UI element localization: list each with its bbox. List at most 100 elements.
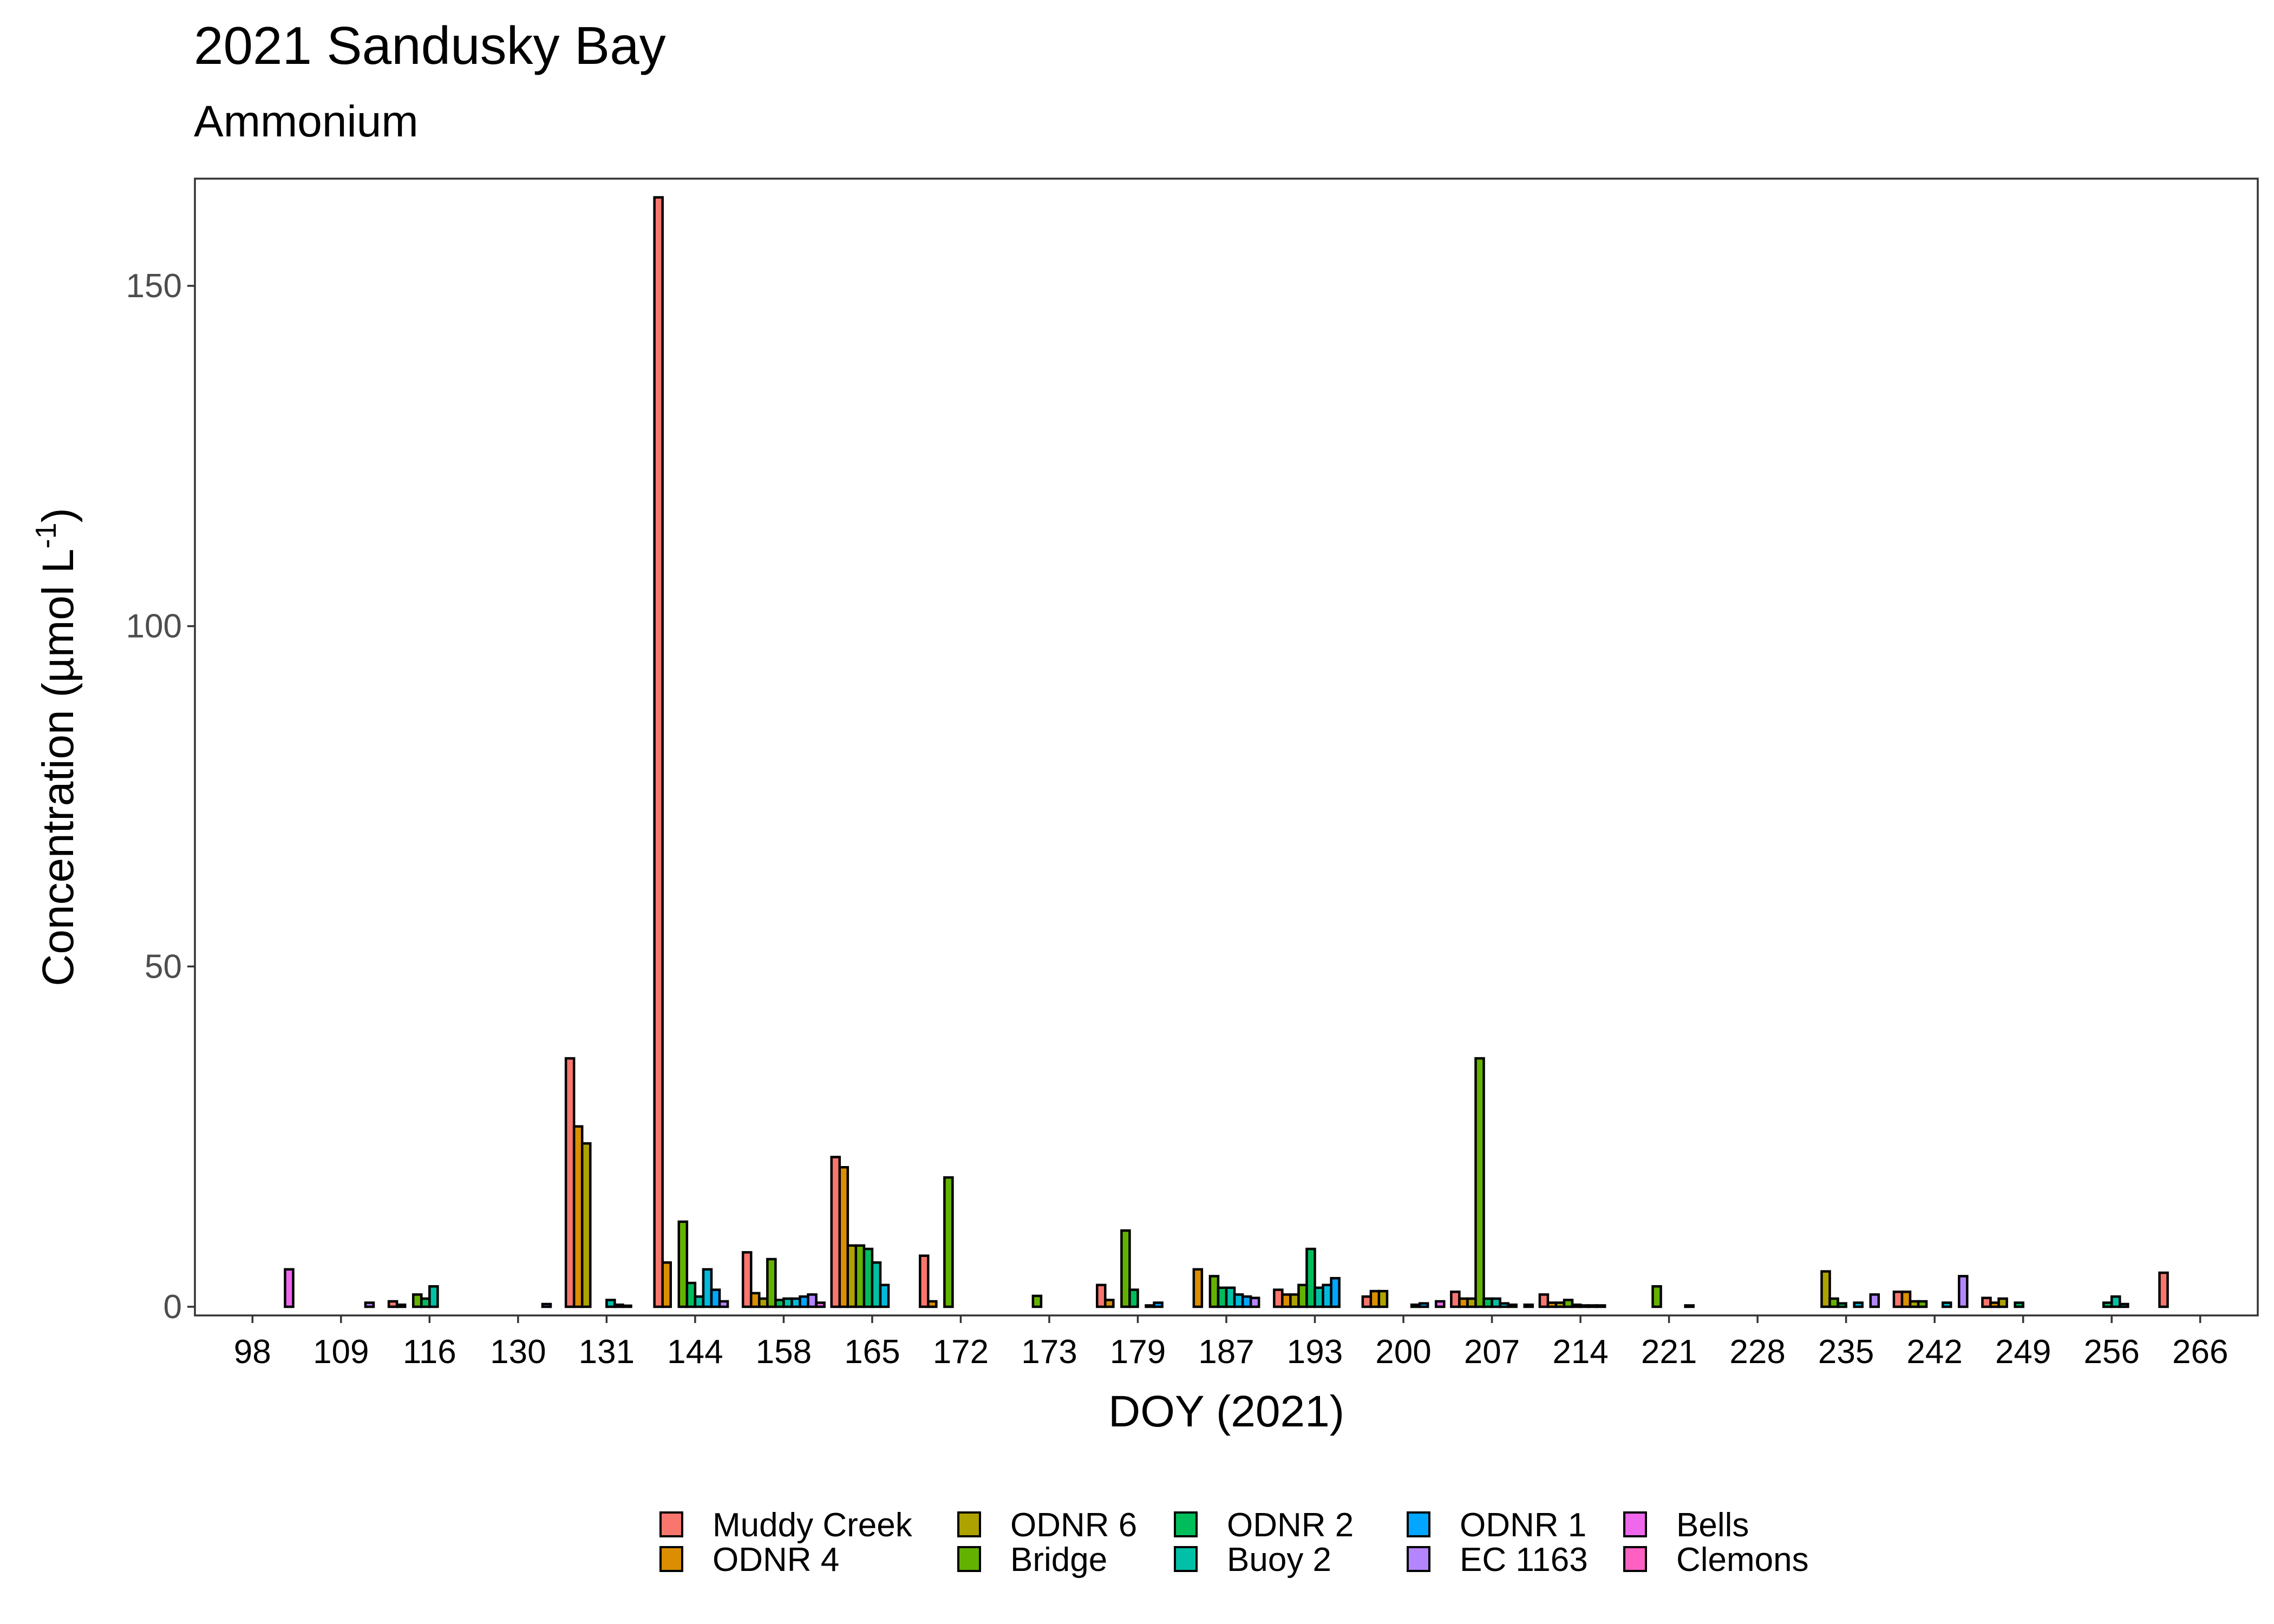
x-tick-label: 165 [844, 1333, 900, 1371]
legend-label: ODNR 1 [1460, 1507, 1586, 1544]
bar [2102, 1301, 2113, 1308]
bar [1031, 1294, 1043, 1308]
x-tick-label: 116 [403, 1333, 456, 1371]
bar [1217, 1286, 1228, 1308]
bar [1273, 1288, 1284, 1308]
x-tick-label: 249 [1995, 1333, 2051, 1371]
bar [807, 1293, 818, 1308]
bar [1828, 1297, 1839, 1308]
x-tick-label: 172 [933, 1333, 989, 1371]
plot-panel [194, 178, 2259, 1317]
bar [1192, 1268, 1204, 1308]
bar [1958, 1275, 1969, 1308]
bar [1128, 1288, 1139, 1308]
bar [1900, 1291, 1912, 1308]
bar [1571, 1303, 1582, 1308]
bar [2014, 1301, 2024, 1308]
bar [1361, 1295, 1373, 1308]
bar [871, 1261, 882, 1308]
x-axis-title: DOY (2021) [1108, 1387, 1344, 1436]
x-tick-label: 214 [1552, 1333, 1608, 1371]
x-tick-label: 130 [490, 1333, 546, 1371]
bar [749, 1292, 761, 1308]
bar [790, 1297, 801, 1308]
legend-label: ODNR 4 [713, 1541, 839, 1579]
bar [1507, 1303, 1518, 1308]
bar [1538, 1293, 1550, 1308]
legend-key [1407, 1546, 1430, 1572]
bar [1997, 1297, 2008, 1308]
bar [2118, 1302, 2129, 1308]
bar [2158, 1271, 2169, 1308]
bar [1225, 1286, 1236, 1308]
bar [1917, 1300, 1928, 1308]
x-tick-label: 173 [1021, 1333, 1077, 1371]
bar-group [284, 196, 2169, 1308]
x-tick-label: 200 [1375, 1333, 1431, 1371]
chart-subtitle: Ammonium [194, 97, 419, 146]
bar [815, 1301, 826, 1308]
legend-key [957, 1511, 981, 1537]
bar [1289, 1293, 1300, 1308]
legend-key [1174, 1511, 1198, 1537]
chart-title: 2021 Sandusky Bay [194, 16, 666, 75]
y-axis-title-close: ) [34, 508, 83, 522]
x-tick-label: 221 [1641, 1333, 1697, 1371]
bar [284, 1268, 295, 1308]
x-tick-label: 158 [756, 1333, 812, 1371]
y-tick-label: 0 [164, 1288, 182, 1326]
bar [1491, 1297, 1501, 1308]
bar [1595, 1304, 1606, 1308]
bar [1410, 1303, 1421, 1308]
y-tick-label: 50 [145, 948, 182, 985]
bar [387, 1300, 398, 1308]
bar [685, 1281, 697, 1308]
y-tick-label: 150 [126, 267, 182, 305]
y-axis: 0 50 100 150 [126, 267, 195, 1326]
bar [1314, 1286, 1324, 1308]
bar [1330, 1276, 1341, 1308]
bar [918, 1254, 930, 1308]
bar [1208, 1275, 1220, 1308]
x-axis: 98 109 116 130 131 144 158 165 172 173 179 187 193 20… [234, 1315, 2228, 1371]
bar [1892, 1291, 1904, 1308]
bar [1418, 1302, 1429, 1308]
legend-key [1407, 1511, 1430, 1537]
bar [1820, 1270, 1831, 1308]
bar [710, 1288, 721, 1308]
bar [1145, 1304, 1155, 1308]
bar [1909, 1300, 1920, 1308]
bar [613, 1303, 624, 1308]
bar [1104, 1299, 1115, 1308]
bar [1837, 1302, 1847, 1308]
bar [2110, 1295, 2121, 1308]
bar [830, 1156, 841, 1308]
legend-key [957, 1546, 981, 1572]
x-tick-label: 207 [1464, 1333, 1520, 1371]
x-tick-label: 193 [1287, 1333, 1343, 1371]
bar [1434, 1300, 1446, 1308]
bar [364, 1301, 375, 1308]
bar [1120, 1229, 1131, 1308]
bar [1450, 1291, 1461, 1308]
bar [1241, 1295, 1252, 1308]
bar [774, 1299, 785, 1308]
bar [1523, 1303, 1534, 1308]
bar [605, 1299, 616, 1308]
x-tick-label: 98 [234, 1333, 271, 1371]
bar [411, 1293, 423, 1308]
bar [1869, 1293, 1880, 1308]
legend-label: Bridge [1010, 1541, 1107, 1579]
x-tick-label: 256 [2083, 1333, 2139, 1371]
bar [1587, 1304, 1598, 1308]
legend-key [659, 1546, 683, 1572]
bar [927, 1300, 938, 1308]
x-tick-label: 187 [1198, 1333, 1254, 1371]
bar [1482, 1297, 1493, 1308]
y-tick-label: 100 [126, 608, 182, 645]
x-tick-label: 131 [579, 1333, 635, 1371]
bar [661, 1261, 672, 1308]
bar [1554, 1301, 1566, 1308]
bar [541, 1302, 552, 1308]
